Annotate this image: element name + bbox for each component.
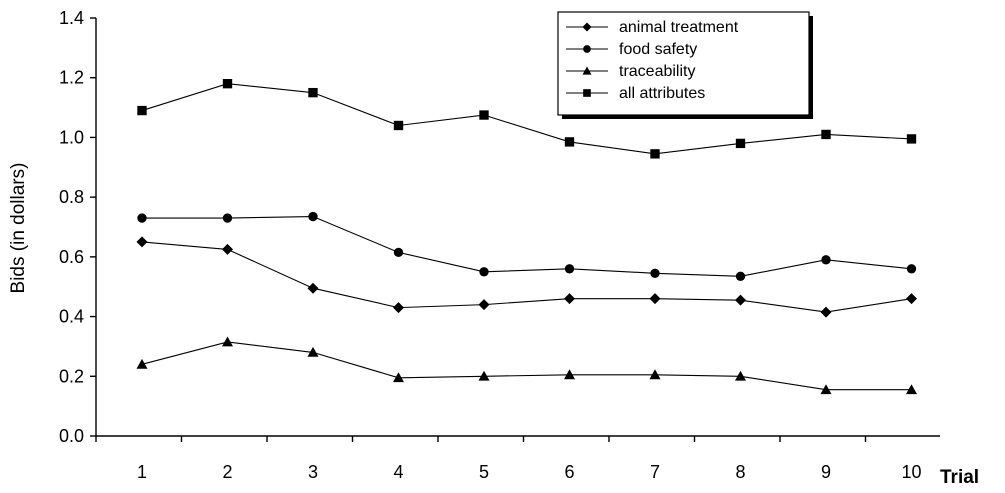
- legend: animal treatment food safety traceability a…: [557, 11, 813, 119]
- x-tick-label: 4: [393, 462, 403, 482]
- x-tick-label: 6: [564, 462, 574, 482]
- data-point-animal-treatment: [735, 294, 746, 306]
- data-point-traceability: [906, 384, 917, 395]
- data-point-traceability: [222, 336, 233, 347]
- y-tick-labels: 0.0 0.2 0.4 0.6 0.8 1.0 1.2 1.4: [59, 8, 84, 446]
- x-tick-label: 8: [735, 462, 745, 482]
- data-point-all-attributes: [650, 149, 660, 159]
- data-point-animal-treatment: [906, 293, 917, 305]
- data-point-traceability: [820, 384, 832, 395]
- data-point-traceability: [564, 369, 575, 380]
- data-point-all-attributes: [821, 129, 831, 140]
- data-point-animal-treatment: [393, 302, 404, 314]
- x-tick-label: 7: [650, 462, 660, 482]
- data-point-all-attributes: [564, 137, 575, 147]
- data-point-food-safety: [393, 247, 404, 258]
- data-point-animal-treatment: [222, 243, 233, 255]
- data-point-animal-treatment: [307, 282, 319, 294]
- y-axis-title: Bids (in dollars): [8, 163, 29, 294]
- x-tick-label: 2: [222, 462, 232, 482]
- legend-marker-traceability: [582, 66, 592, 75]
- x-tick-label: 5: [479, 462, 489, 482]
- data-point-animal-treatment: [478, 299, 490, 311]
- data-point-food-safety: [308, 211, 318, 222]
- data-point-all-attributes: [479, 110, 489, 120]
- y-tick-label: 0.8: [59, 187, 84, 207]
- data-point-all-attributes: [906, 134, 917, 144]
- data-point-all-attributes: [735, 138, 746, 149]
- y-tick-label: 1.0: [59, 127, 84, 147]
- data-point-all-attributes: [393, 120, 404, 131]
- data-point-animal-treatment: [136, 236, 148, 248]
- y-tick-label: 0.0: [59, 426, 84, 446]
- data-point-traceability: [478, 370, 490, 381]
- series-line-animal-treatment: [141, 241, 912, 313]
- data-point-all-attributes: [308, 87, 318, 98]
- y-tick-label: 1.4: [59, 8, 84, 28]
- legend-box: [557, 11, 810, 116]
- legend-item-food-safety: food safety: [566, 41, 697, 58]
- x-axis-title: Trial: [940, 467, 979, 488]
- series-animal-treatment: [136, 236, 917, 318]
- legend-label: food safety: [619, 41, 697, 58]
- data-point-food-safety: [735, 271, 746, 281]
- axes: [90, 17, 940, 442]
- y-tick-label: 0.6: [59, 247, 84, 267]
- legend-item-traceability: traceability: [566, 63, 695, 80]
- data-point-food-safety: [137, 213, 147, 223]
- data-point-traceability: [735, 370, 746, 381]
- data-point-traceability: [649, 369, 661, 380]
- data-point-food-safety: [650, 268, 660, 278]
- legend-label: traceability: [619, 63, 695, 80]
- data-point-animal-treatment: [649, 293, 661, 305]
- data-point-food-safety: [906, 264, 917, 274]
- series-food-safety: [137, 211, 917, 281]
- legend-marker-food-safety: [583, 45, 591, 53]
- series-line-food-safety: [142, 215, 912, 277]
- legend-marker-animal-treatment: [582, 22, 592, 32]
- x-tick-label: 1: [137, 462, 147, 482]
- data-point-food-safety: [479, 267, 489, 277]
- y-tick-label: 0.2: [59, 366, 84, 386]
- data-point-traceability: [393, 372, 404, 383]
- x-tick-label: 9: [821, 462, 831, 482]
- data-point-animal-treatment: [564, 293, 575, 305]
- y-tick-label: 1.2: [59, 68, 84, 88]
- legend-item-all-attributes: all attributes: [566, 85, 705, 102]
- x-tick-label: 3: [308, 462, 318, 482]
- x-tick-labels: 1 2 3 4 5 6 7 8 9 10: [137, 462, 922, 482]
- series-layer: [136, 79, 917, 395]
- data-point-food-safety: [222, 213, 233, 223]
- series-line-traceability: [141, 341, 912, 391]
- legend-item-animal-treatment: animal treatment: [566, 19, 739, 36]
- data-point-traceability: [307, 346, 319, 357]
- data-point-food-safety: [821, 255, 831, 265]
- legend-label: animal treatment: [619, 19, 739, 36]
- legend-label: all attributes: [619, 85, 705, 102]
- series-traceability: [136, 336, 917, 395]
- series-line-all-attributes: [141, 83, 912, 155]
- data-point-food-safety: [564, 264, 575, 274]
- legend-marker-all-attributes: [583, 89, 591, 97]
- data-point-traceability: [136, 358, 148, 369]
- data-point-animal-treatment: [820, 306, 832, 318]
- series-all-attributes: [137, 79, 917, 159]
- y-tick-label: 0.4: [59, 307, 84, 327]
- data-point-all-attributes: [137, 105, 147, 116]
- data-point-all-attributes: [222, 79, 233, 89]
- x-tick-label: 10: [901, 462, 921, 482]
